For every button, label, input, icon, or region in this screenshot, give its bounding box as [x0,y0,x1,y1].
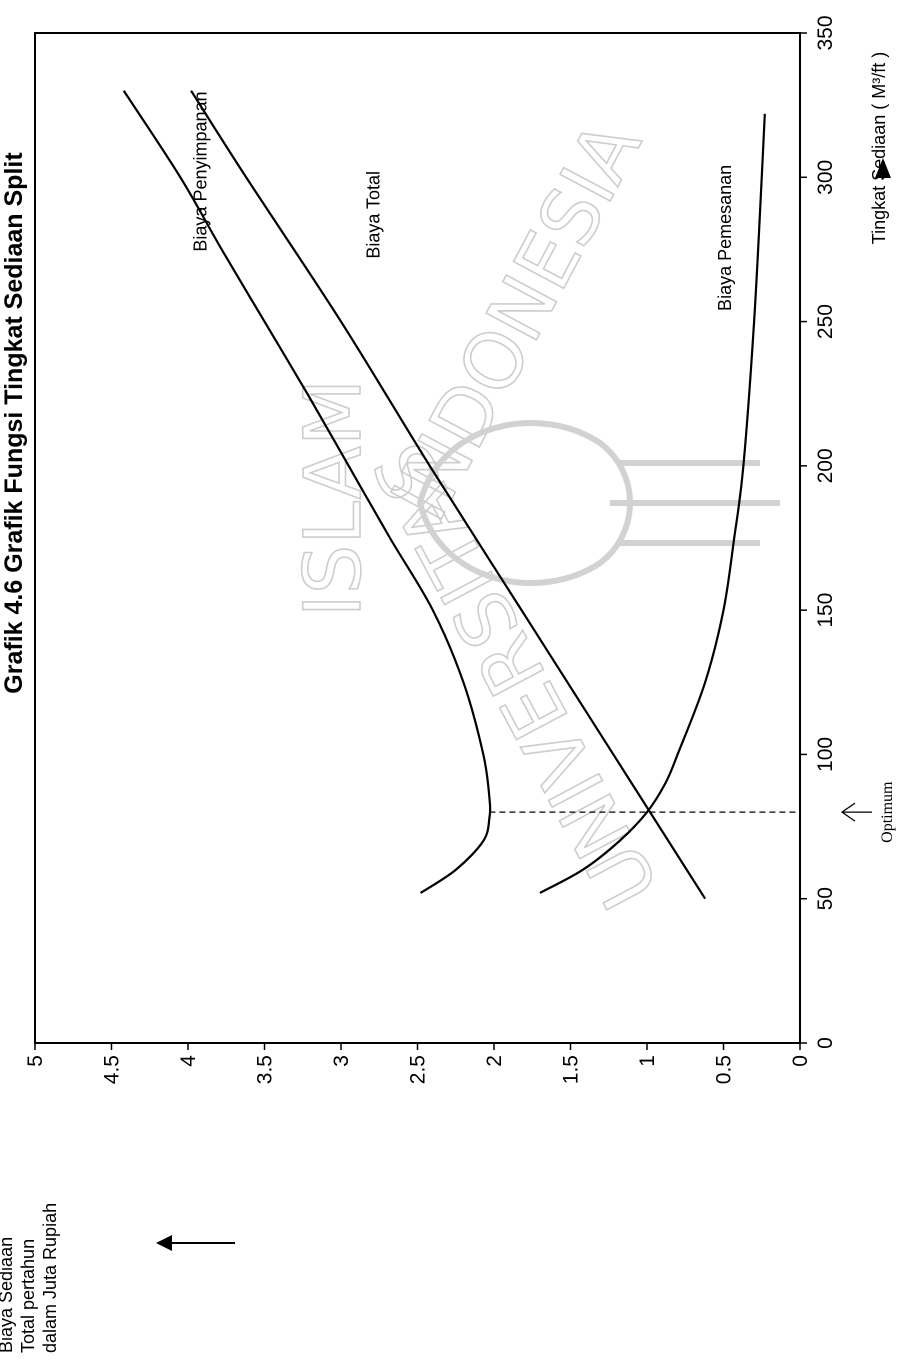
x-tick-label: 350 [814,15,837,50]
y-tick-label: 5 [24,1055,47,1067]
y-tick-label: 3 [330,1055,353,1067]
watermark-top-text: ISLAM [289,379,379,617]
y-tick-label: 1 [636,1055,659,1067]
y-axis-title-line-1: Biaya Sediaan [0,1237,16,1353]
y-tick-label: 0.5 [713,1055,736,1084]
x-axis-title: Tingkat Sediaan ( M³/ft ) [869,52,889,244]
optimum-marker: Optimum [489,781,896,843]
y-tick-label: 2 [483,1055,506,1067]
x-axis-arrow-icon [875,158,891,178]
y-axis-title-line-2: Total pertahun [18,1239,38,1353]
y-tick-label: 0 [789,1055,812,1067]
x-tick-label: 200 [814,448,837,483]
series-labels: Biaya Total Biaya Penyimpanan Biaya Pemesa… [190,91,735,310]
x-tick-label: 150 [814,593,837,628]
label-biaya-total: Biaya Total [363,171,383,259]
rotated-chart-group: ISLAM UNIVERSITAS INDONESIA 050100150200… [0,15,896,1353]
y-tick-label: 1.5 [560,1055,583,1084]
series-biaya-total-line [122,90,492,894]
x-tick-label: 300 [814,160,837,195]
label-biaya-penyimpanan: Biaya Penyimpanan [190,91,210,251]
y-axis-ticks: 0 0.5 1 1.5 2 2.5 3 3.5 4 4.5 5 [24,1043,812,1084]
watermark-right-text: INDONESIA [375,107,659,534]
label-biaya-pemesanan: Biaya Pemesanan [715,165,735,311]
y-tick-label: 3.5 [254,1055,277,1084]
x-tick-label: 100 [814,737,837,772]
optimum-arrowhead-icon [840,802,856,822]
y-axis-arrow-icon [156,1235,235,1251]
watermark-emblem-icon [416,420,780,586]
optimum-label: Optimum [879,781,896,843]
y-axis-title-line-3: dalam Juta Rupiah [40,1203,60,1353]
series-biaya-penyimpanan-line [190,90,707,900]
series-layer [122,90,766,900]
x-tick-label: 250 [814,304,837,339]
x-tick-label: 50 [814,887,837,910]
x-axis-ticks: 0 50 100 150 200 250 300 350 [800,15,837,1049]
y-tick-label: 4.5 [101,1055,124,1084]
series-biaya-pemesanan-line [539,113,766,894]
x-tick-label: 0 [814,1037,837,1049]
y-tick-label: 2.5 [407,1055,430,1084]
y-tick-label: 4 [177,1055,200,1067]
chart-title: Grafik 4.6 Grafik Fungsi Tingkat Sediaan… [0,152,28,694]
